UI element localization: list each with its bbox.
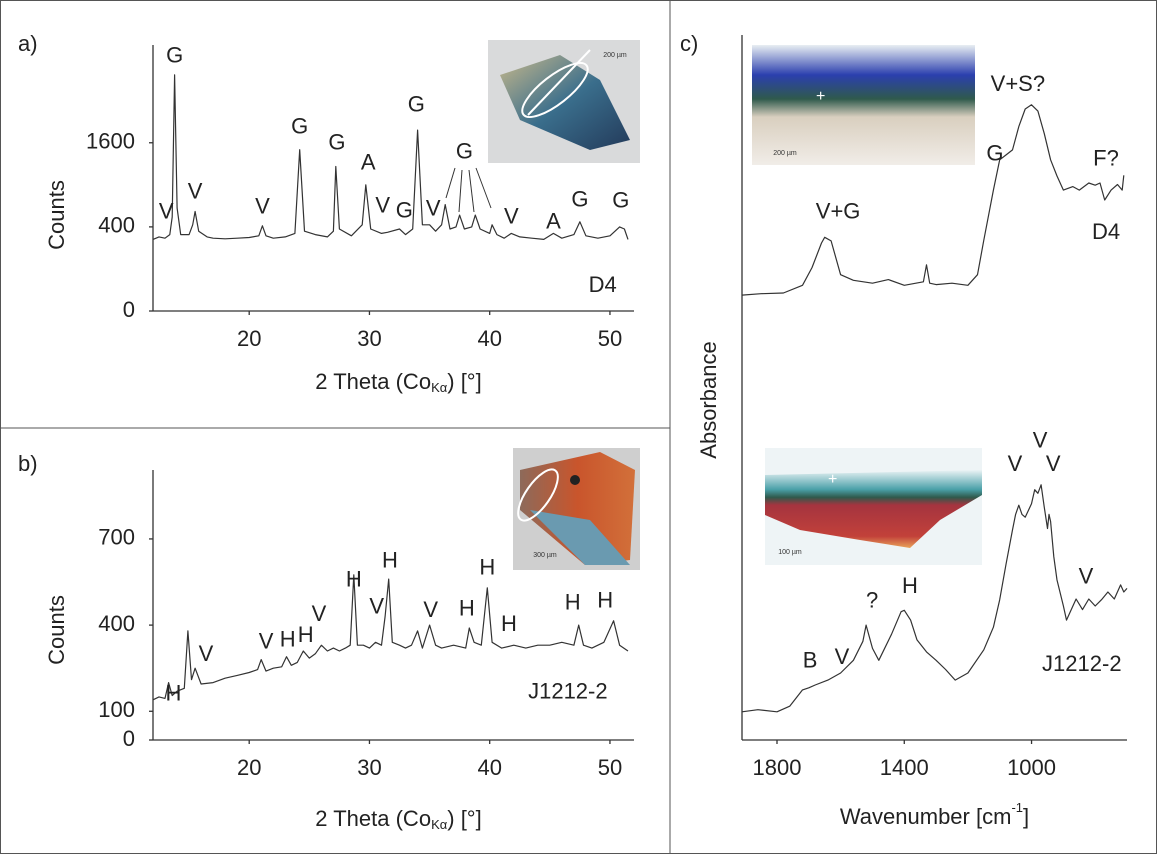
inset-photo: + 200 µm — [752, 45, 975, 165]
peak-label: V — [1008, 451, 1023, 476]
x-axis-label-sub: Kα — [431, 380, 448, 395]
x-axis-label-text: 2 Theta (Co — [315, 806, 431, 831]
peak-label: G — [408, 92, 425, 117]
y-tick-label: 100 — [98, 697, 135, 722]
peak-label: G — [986, 141, 1003, 166]
x-tick-label: 1000 — [1007, 755, 1056, 780]
peak-label: J1212-2 — [528, 679, 608, 704]
panel-label: c) — [680, 31, 698, 56]
peak-label: D4 — [589, 272, 617, 297]
peak-label: V — [188, 179, 203, 204]
inset-photo: 200 µm — [488, 40, 640, 163]
peak-label: V — [259, 629, 274, 654]
y-tick-label: 700 — [98, 525, 135, 550]
x-axis-label-end: ] — [1023, 804, 1029, 829]
x-axis-label-sup: -1 — [1011, 800, 1023, 815]
peak-label: G — [612, 188, 629, 213]
scale-label: 200 µm — [603, 52, 627, 59]
peak-label: G — [166, 42, 183, 67]
x-tick-label: 1800 — [753, 755, 802, 780]
peak-label: V+S? — [991, 71, 1045, 96]
spectrum-line — [741, 484, 1128, 713]
x-tick-label: 40 — [477, 326, 501, 351]
y-tick-label: 0 — [123, 726, 135, 751]
x-axis-label-end: ) [°] — [447, 806, 481, 831]
svg-text:+: + — [816, 88, 825, 105]
x-axis-label: 2 Theta (CoKα) [°] — [315, 806, 481, 833]
peak-label: V — [369, 594, 384, 619]
y-tick-label: 400 — [98, 213, 135, 238]
y-tick-label: 0 — [123, 297, 135, 322]
peak-label: H — [902, 573, 918, 598]
peak-label: H — [382, 548, 398, 573]
peak-label: H — [280, 627, 296, 652]
x-axis-label-sub: Kα — [431, 817, 448, 832]
peak-label: J1212-2 — [1042, 651, 1122, 676]
x-tick-label: 40 — [477, 755, 501, 780]
x-tick-label: 30 — [357, 326, 381, 351]
peak-label: V — [426, 196, 441, 221]
peak-label: H — [459, 596, 475, 621]
peak-label: G — [571, 187, 588, 212]
peak-label: H — [346, 567, 362, 592]
peak-label: G — [396, 198, 413, 223]
peak-label: V — [159, 199, 174, 224]
peak-label: V — [255, 194, 270, 219]
x-tick-label: 1400 — [880, 755, 929, 780]
panel-label: b) — [18, 451, 38, 476]
peak-label: G — [456, 139, 473, 164]
peak-label: H — [479, 555, 495, 580]
peak-label: V+G — [816, 198, 861, 223]
peak-label: G — [328, 130, 345, 155]
x-tick-label: 20 — [237, 326, 261, 351]
peak-label: V — [375, 193, 390, 218]
peak-label: H — [597, 588, 613, 613]
peak-label: V — [835, 644, 850, 669]
peak-label: A — [546, 209, 561, 234]
peak-label: ? — [866, 588, 878, 613]
x-tick-label: 30 — [357, 755, 381, 780]
y-tick-label: 400 — [98, 611, 135, 636]
peak-label: V — [1079, 564, 1094, 589]
x-axis-label: Wavenumber [cm-1] — [840, 800, 1029, 828]
peak-label: V — [312, 601, 327, 626]
peak-label: H — [565, 590, 581, 615]
scale-label: 100 µm — [778, 549, 802, 556]
peak-label: V — [504, 204, 519, 229]
svg-text:+: + — [828, 471, 837, 488]
inset-photo: + 100 µm — [765, 448, 982, 565]
peak-label: G — [291, 114, 308, 139]
x-axis-label-text: Wavenumber [cm — [840, 804, 1012, 829]
x-tick-label: 50 — [598, 755, 622, 780]
peak-label: H — [501, 611, 517, 636]
y-axis-label: Absorbance — [696, 341, 721, 458]
peak-label: V — [1033, 428, 1048, 453]
spectrum-line — [741, 104, 1125, 296]
peak-label: V — [199, 641, 214, 666]
x-axis-label-text: 2 Theta (Co — [315, 369, 431, 394]
peak-label: V — [423, 597, 438, 622]
x-axis-label: 2 Theta (CoKα) [°] — [315, 369, 481, 396]
y-axis-label: Counts — [44, 595, 69, 665]
peak-label: V — [1046, 451, 1061, 476]
inset-photo: 300 µm — [513, 448, 640, 570]
y-tick-label: 1600 — [86, 129, 135, 154]
peak-label: A — [361, 150, 376, 175]
peak-label: B — [803, 648, 818, 673]
x-axis-label-end: ) [°] — [447, 369, 481, 394]
leader-lines — [445, 167, 492, 213]
x-tick-label: 50 — [598, 326, 622, 351]
spectrum-line — [152, 574, 629, 701]
x-tick-label: 20 — [237, 755, 261, 780]
scale-label: 300 µm — [533, 552, 557, 559]
spectrum-line — [152, 74, 629, 240]
peak-label: D4 — [1092, 219, 1120, 244]
peak-label: H — [298, 622, 314, 647]
y-axis-label: Counts — [44, 180, 69, 250]
panel-label: a) — [18, 31, 38, 56]
scale-label: 200 µm — [773, 150, 797, 157]
peak-label: F? — [1093, 146, 1119, 171]
peak-label: H — [165, 681, 181, 706]
